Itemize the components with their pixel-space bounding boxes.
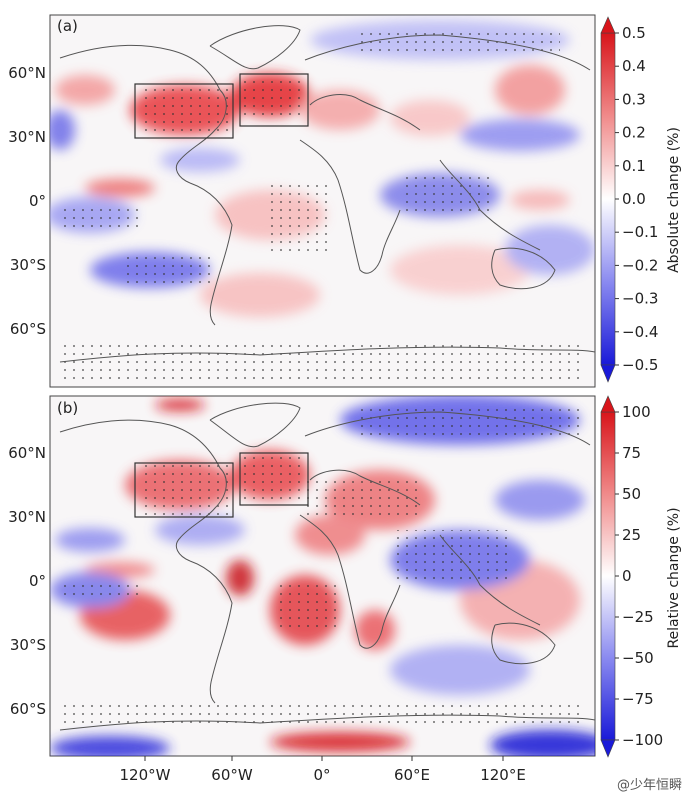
panel-b-colorbar-top-arrow (600, 395, 616, 413)
panel-a-coastlines (59, 25, 595, 363)
panel-a: (a) 60°N30°N0°30°S60°S 0.50.40.30.20.10.… (8, 14, 682, 388)
panel-b-y-ticks: 60°N 30°N 0° 30°S 60°S (8, 444, 46, 718)
panel-a-box-north-america (134, 83, 234, 139)
colorbar-tick-label: 0.1 (622, 157, 646, 175)
panel-a-colorbar-bar (600, 32, 616, 366)
colorbar-tick-label: 0 (622, 567, 632, 585)
colorbar-tick-label: −0.5 (622, 356, 658, 374)
x-tick-label: 60°E (394, 766, 430, 784)
y-tick-label: 60°N (8, 444, 46, 462)
colorbar-tick-label: 0.4 (622, 57, 646, 75)
colorbar-tick-label: 0.5 (622, 24, 646, 42)
panel-b-colorbar-label: Relative change (%) (666, 507, 682, 648)
colorbar-tick-label: −0.2 (622, 256, 658, 274)
colorbar-tick-label: −25 (622, 608, 654, 626)
panel-a-colorbar-label: Absolute change (%) (666, 127, 682, 273)
y-tick-label: 30°S (10, 256, 46, 274)
panel-b-colorbar-bar (600, 411, 616, 741)
colorbar-tick-label: 100 (622, 403, 651, 421)
panel-b: (b) 60°N30°N0°30°S60°S 120°W 60°W 0° 60°E 12… (8, 395, 682, 784)
y-tick-label: 60°S (10, 320, 46, 338)
panel-b-colorbar-bottom-arrow (600, 739, 616, 758)
panel-a-colorbar-top-arrow (600, 16, 616, 34)
y-tick-label: 30°N (8, 128, 46, 146)
y-tick-label: 60°S (10, 700, 46, 718)
panel-b-x-ticks: 120°W 60°W 0° 60°E 120°E (120, 756, 526, 784)
y-tick-label: 30°N (8, 508, 46, 526)
y-tick-label: 0° (29, 572, 46, 590)
y-tick-label: 0° (29, 192, 46, 210)
watermark: @少年恒瞬 (616, 778, 682, 793)
colorbar-tick-label: 75 (622, 444, 641, 462)
colorbar-tick-label: 50 (622, 485, 641, 503)
x-tick-label: 60°W (211, 766, 253, 784)
panel-a-box-north-atlantic (239, 73, 309, 127)
panel-a-label: (a) (57, 17, 78, 35)
colorbar-tick-label: −75 (622, 690, 654, 708)
x-tick-label: 0° (313, 766, 330, 784)
panel-b-stippling (60, 405, 580, 725)
colorbar-tick-label: −50 (622, 649, 654, 667)
colorbar-tick-label: 0.2 (622, 124, 646, 142)
panel-b-label: (b) (57, 399, 78, 417)
panel-a-y-ticks: 60°N 30°N 0° 30°S 60°S (8, 64, 46, 338)
y-tick-label: 60°N (8, 64, 46, 82)
panel-b-colorbar: 100 75 50 25 0 −25 −50 −75 −100 Relative change … (600, 395, 682, 758)
panel-a-colorbar: 0.5 0.4 0.3 0.2 0.1 0.0 −0.1 −0.2 −0.3 −0.4 −0.5 A… (600, 16, 682, 383)
panel-b-box-north-america (134, 462, 234, 518)
colorbar-tick-label: 0.3 (622, 90, 646, 108)
panel-a-heatmap (50, 20, 595, 380)
x-tick-label: 120°E (480, 766, 526, 784)
colorbar-tick-label: −0.1 (622, 223, 658, 241)
colorbar-tick-label: 0.0 (622, 190, 646, 208)
x-tick-label: 120°W (120, 766, 171, 784)
colorbar-tick-label: −0.3 (622, 290, 658, 308)
colorbar-tick-label: −100 (622, 731, 663, 749)
colorbar-tick-label: 25 (622, 526, 641, 544)
y-tick-label: 30°S (10, 636, 46, 654)
panel-a-colorbar-bottom-arrow (600, 364, 616, 383)
panel-a-stippling (60, 30, 580, 380)
panel-b-box-north-atlantic (239, 452, 309, 506)
panel-b-coastlines (59, 402, 595, 731)
panel-b-heatmap (50, 396, 595, 756)
colorbar-tick-label: −0.4 (622, 323, 658, 341)
